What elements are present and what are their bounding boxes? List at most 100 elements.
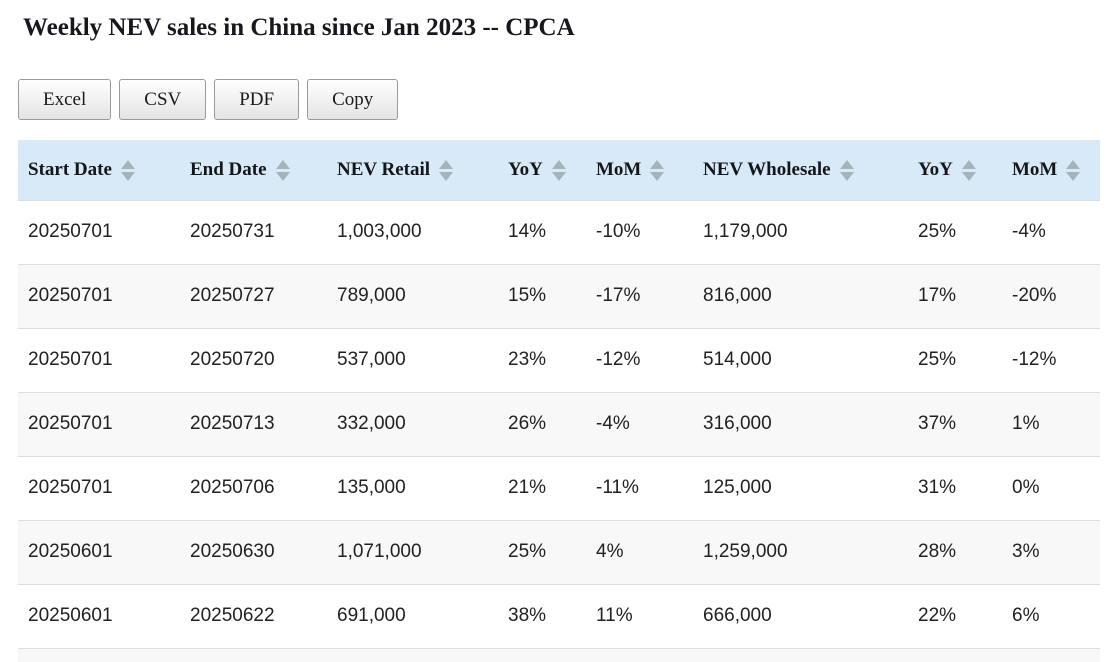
column-label: End Date — [190, 159, 267, 180]
table-cell: 20250701 — [18, 327, 180, 393]
table-cell: 20250731 — [180, 199, 327, 265]
sort-icon — [839, 159, 854, 181]
table-cell: 135,000 — [327, 455, 498, 521]
sort-desc-icon — [839, 171, 854, 181]
sort-desc-icon — [275, 171, 290, 181]
sort-asc-icon — [1066, 159, 1081, 169]
table-cell: 38% — [498, 583, 586, 649]
table-cell: 514,000 — [693, 327, 908, 393]
column-label: NEV Wholesale — [703, 159, 831, 180]
table-cell: 25% — [908, 199, 1002, 265]
table-cell: 3% — [1002, 519, 1100, 585]
column-header-start-date[interactable]: Start Date — [18, 140, 180, 201]
sort-desc-icon — [439, 171, 454, 181]
sort-desc-icon — [1066, 171, 1081, 181]
table-cell: 14% — [498, 199, 586, 265]
sort-icon — [275, 159, 290, 181]
sort-asc-icon — [961, 159, 976, 169]
table-cell: 4% — [586, 519, 693, 585]
table-cell: 789,000 — [327, 263, 498, 329]
table-cell: 20250701 — [18, 455, 180, 521]
table-cell: 0% — [1002, 455, 1100, 521]
table-cell: 332,000 — [327, 391, 498, 457]
column-header-nev-retail[interactable]: NEV Retail — [327, 140, 498, 201]
table-row: 20250701 20250727 789,000 15% -17% 816,000 17%… — [18, 263, 1100, 329]
table-cell: 26% — [498, 391, 586, 457]
table-cell — [1002, 647, 1100, 662]
table-cell: -11% — [586, 455, 693, 521]
page: Weekly NEV sales in China since Jan 2023… — [0, 12, 1117, 662]
table-cell: 1,071,000 — [327, 519, 498, 585]
table-cell: 31% — [908, 455, 1002, 521]
copy-export-button[interactable]: Copy — [307, 79, 399, 121]
column-label: YoY — [918, 159, 953, 180]
column-label: NEV Retail — [337, 159, 431, 180]
column-header-retail-yoy[interactable]: YoY — [498, 140, 586, 201]
sort-desc-icon — [961, 171, 976, 181]
pdf-export-button[interactable]: PDF — [214, 79, 300, 121]
table-cell: 816,000 — [693, 263, 908, 329]
table-body: 20250701 20250731 1,003,000 14% -10% 1,179,00… — [18, 199, 1100, 662]
table-cell: 22% — [908, 583, 1002, 649]
table-cell: -10% — [586, 199, 693, 265]
column-header-wholesale-yoy[interactable]: YoY — [908, 140, 1002, 201]
sort-asc-icon — [120, 159, 135, 169]
sort-asc-icon — [439, 159, 454, 169]
sort-desc-icon — [551, 171, 566, 181]
table-cell — [18, 647, 180, 662]
table-cell: 15% — [498, 263, 586, 329]
table-cell: 1,179,000 — [693, 199, 908, 265]
export-toolbar: Excel CSV PDF Copy — [18, 79, 1100, 121]
sort-asc-icon — [551, 159, 566, 169]
sort-asc-icon — [650, 159, 665, 169]
sort-asc-icon — [275, 159, 290, 169]
table-cell: -4% — [586, 391, 693, 457]
table-cell: 25% — [908, 327, 1002, 393]
table-cell: 125,000 — [693, 455, 908, 521]
nev-sales-table: Start Date End Date NEV Retail — [18, 140, 1100, 662]
table-cell: 20250727 — [180, 263, 327, 329]
sort-icon — [961, 159, 976, 181]
column-label: Start Date — [28, 159, 112, 180]
table-cell: 21% — [498, 455, 586, 521]
column-header-wholesale-mom[interactable]: MoM — [1002, 140, 1100, 201]
table-cell: -12% — [1002, 327, 1100, 393]
table-cell — [180, 647, 327, 662]
table-cell: -20% — [1002, 263, 1100, 329]
table-row: 20250701 20250731 1,003,000 14% -10% 1,179,00… — [18, 199, 1100, 265]
table-row: 20250701 20250706 135,000 21% -11% 125,000 31%… — [18, 455, 1100, 521]
table-cell: 20250630 — [180, 519, 327, 585]
table-cell: 316,000 — [693, 391, 908, 457]
column-header-nev-wholesale[interactable]: NEV Wholesale — [693, 140, 908, 201]
table-cell: 1,259,000 — [693, 519, 908, 585]
column-label: MoM — [1012, 159, 1058, 180]
table-cell: -12% — [586, 327, 693, 393]
page-title: Weekly NEV sales in China since Jan 2023… — [23, 14, 575, 41]
table-cell: 537,000 — [327, 327, 498, 393]
table-cell: 1,003,000 — [327, 199, 498, 265]
sort-icon — [551, 159, 566, 181]
table-cell — [908, 647, 1002, 662]
table-cell: 6% — [1002, 583, 1100, 649]
table-cell: 28% — [908, 519, 1002, 585]
table-cell: 691,000 — [327, 583, 498, 649]
table-row: 20250701 20250713 332,000 26% -4% 316,000 37% 1… — [18, 391, 1100, 457]
table-row: 20250701 20250720 537,000 23% -12% 514,000 25%… — [18, 327, 1100, 393]
table-cell — [693, 647, 908, 662]
table-header: Start Date End Date NEV Retail — [18, 140, 1100, 201]
column-label: YoY — [508, 159, 543, 180]
excel-export-button[interactable]: Excel — [18, 79, 112, 121]
table-cell — [327, 647, 498, 662]
column-label: MoM — [596, 159, 642, 180]
table-row: 20250601 20250622 691,000 38% 11% 666,000 22% 6… — [18, 583, 1100, 649]
table-cell: -4% — [1002, 199, 1100, 265]
csv-export-button[interactable]: CSV — [119, 79, 207, 121]
column-header-end-date[interactable]: End Date — [180, 140, 327, 201]
column-header-retail-mom[interactable]: MoM — [586, 140, 693, 201]
table-cell: -17% — [586, 263, 693, 329]
table-cell: 1% — [1002, 391, 1100, 457]
table-cell: 17% — [908, 263, 1002, 329]
table-row: 20250601 20250630 1,071,000 25% 4% 1,259,000 2… — [18, 519, 1100, 585]
table-cell: 20250601 — [18, 583, 180, 649]
sort-icon — [120, 159, 135, 181]
